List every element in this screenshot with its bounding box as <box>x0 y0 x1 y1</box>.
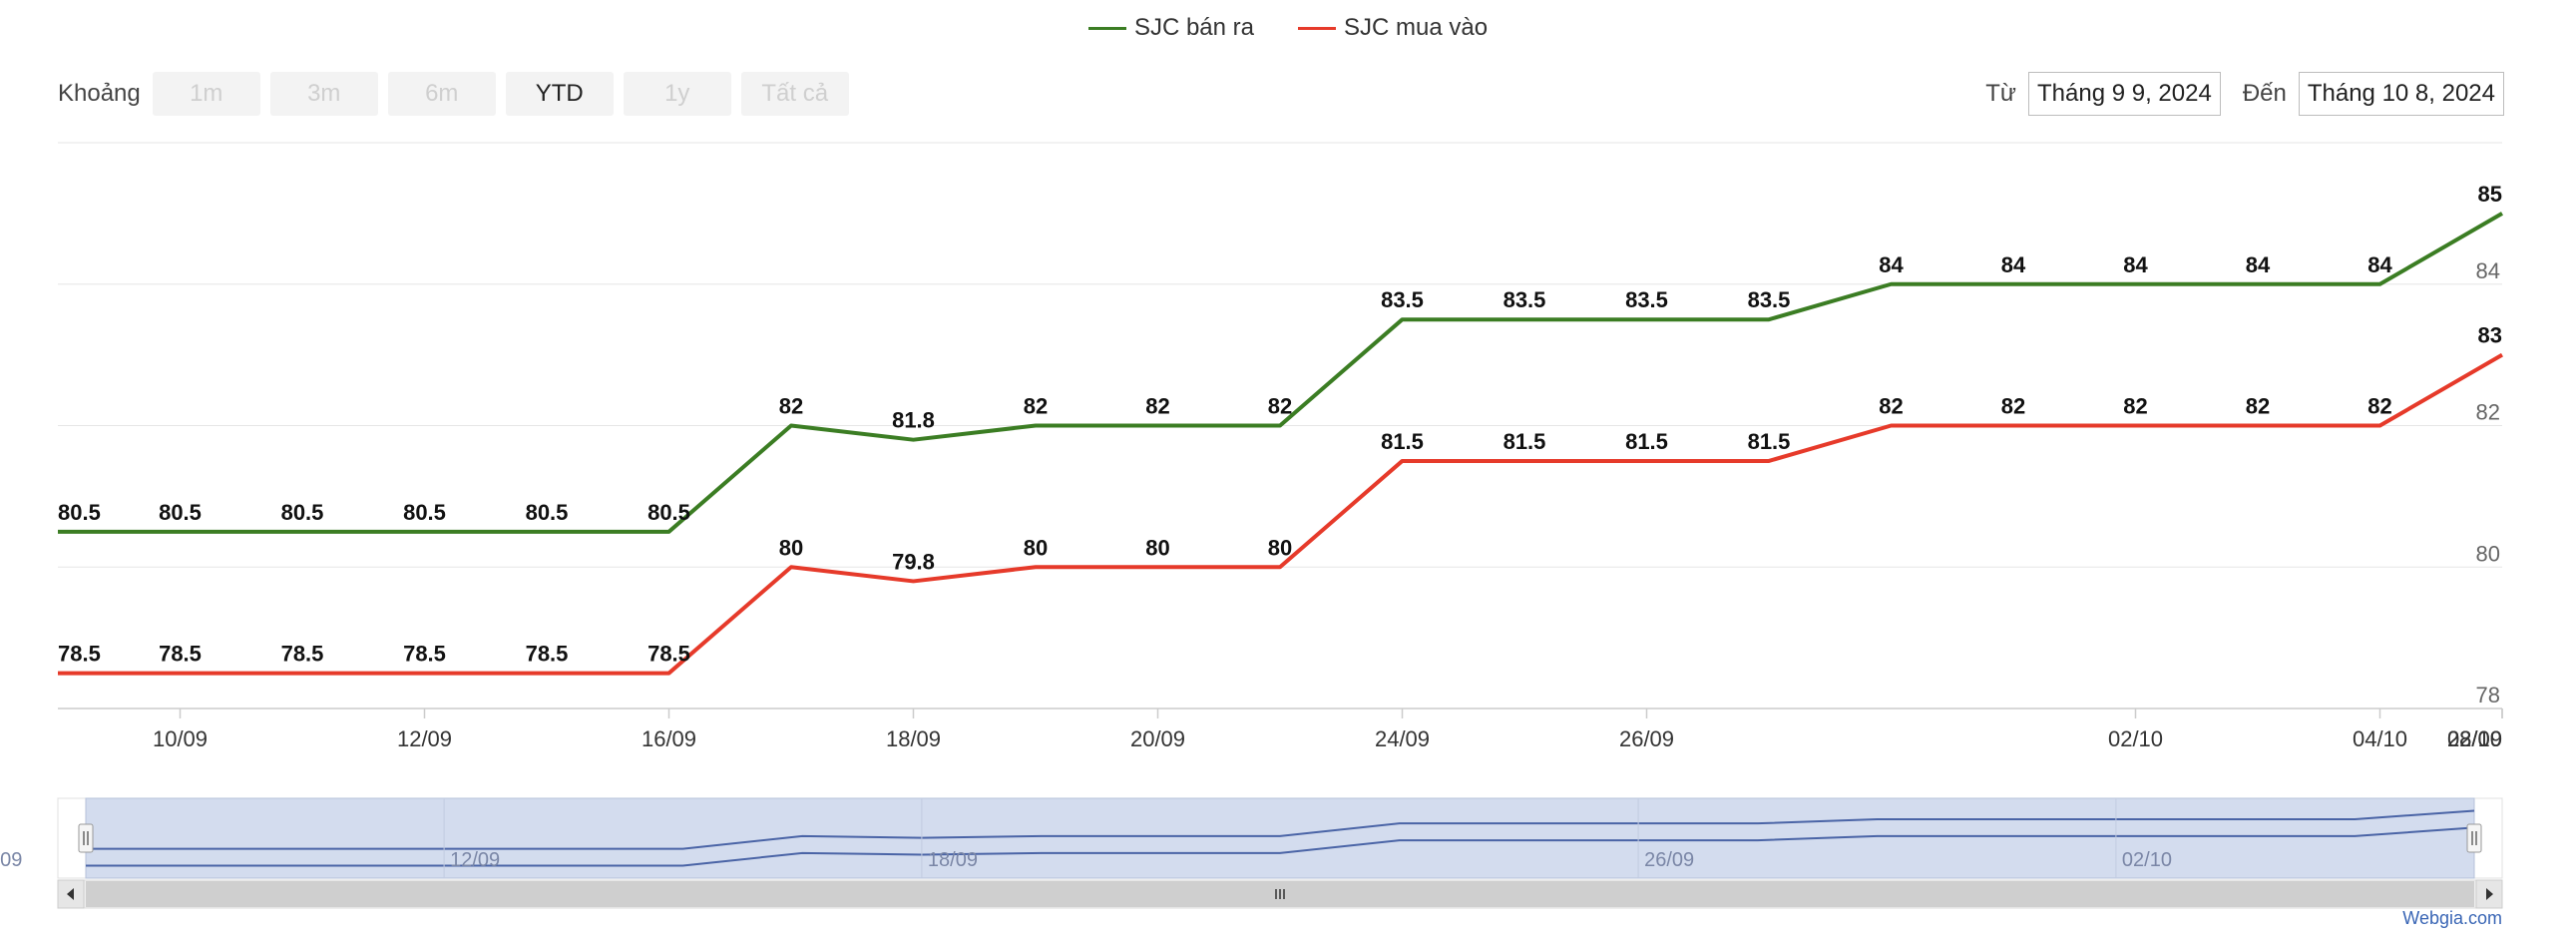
navigator-tick-label: 12/09 <box>450 849 500 871</box>
data-label: 81.8 <box>892 408 935 433</box>
x-tick-label: 04/10 <box>2353 726 2407 751</box>
y-tick-label: 84 <box>2476 258 2500 283</box>
y-tick-label: 82 <box>2476 400 2500 425</box>
data-label: 83 <box>2478 323 2502 348</box>
navigator-handle-left <box>78 823 94 853</box>
x-tick-label: 12/09 <box>397 726 452 751</box>
data-label: 80.5 <box>159 500 202 525</box>
legend-item-ban-ra[interactable]: SJC bán ra <box>1087 14 1254 42</box>
range-button-1m[interactable]: 1m <box>152 72 260 116</box>
data-label: 83.5 <box>1625 287 1668 312</box>
data-label: 80 <box>779 535 803 560</box>
data-label: 84 <box>1879 252 1904 277</box>
y-axis: 78 80 82 84 <box>2476 258 2500 708</box>
data-label: 81.5 <box>1748 429 1791 454</box>
range-button-6m[interactable]: 6m <box>387 72 496 116</box>
data-label: 80 <box>1024 535 1048 560</box>
data-label: 78.5 <box>403 642 446 667</box>
x-tick-label: 20/09 <box>1130 726 1185 751</box>
range-button-1y[interactable]: 1y <box>623 72 731 116</box>
x-tick-label: 28/09 <box>2447 726 2502 751</box>
data-label: 80.5 <box>647 500 690 525</box>
x-tick-label: 16/09 <box>642 726 696 751</box>
data-labels: 80.5 80.5 80.5 80.5 80.5 80.5 82 81.8 82 82 82 83.5… <box>58 182 2502 667</box>
date-from-input[interactable]: Tháng 9 9, 2024 <box>2028 72 2221 116</box>
data-label: 82 <box>1879 394 1903 419</box>
series-line-ban-ra <box>58 212 2504 534</box>
data-label: 82 <box>1268 394 1292 419</box>
data-label: 82 <box>1145 394 1169 419</box>
data-label: 80.5 <box>58 500 101 525</box>
data-label: 80.5 <box>526 500 569 525</box>
legend-swatch-mua-vao <box>1298 26 1336 30</box>
data-label: 82 <box>2246 394 2270 419</box>
range-button-all[interactable]: Tất cả <box>740 72 849 116</box>
navigator-line <box>86 826 2475 867</box>
data-label: 78.5 <box>647 642 690 667</box>
date-range: Từ Tháng 9 9, 2024 Đến Tháng 10 8, 2024 <box>1985 72 2504 116</box>
legend-item-mua-vao[interactable]: SJC mua vào <box>1298 14 1488 42</box>
navigator-tick-label: 22/09 <box>0 849 22 871</box>
x-tick-label: 22/09 <box>2447 726 2502 751</box>
data-label: 80 <box>1268 535 1292 560</box>
navigator-line <box>86 809 2475 850</box>
series-line-mua-vao <box>58 352 2504 676</box>
credit-link[interactable]: Webgia.com <box>2402 908 2502 928</box>
x-tick-label: 10/09 <box>153 726 208 751</box>
data-label: 80.5 <box>281 500 324 525</box>
date-to-label: Đến <box>2242 80 2287 107</box>
legend-label-ban-ra: SJC bán ra <box>1133 14 1254 41</box>
data-label: 78.5 <box>159 642 202 667</box>
data-label: 82 <box>2367 394 2391 419</box>
date-to-input[interactable]: Tháng 10 8, 2024 <box>2298 72 2504 116</box>
range-label: Khoảng <box>58 80 141 107</box>
x-axis: 10/09 12/09 16/09 18/09 20/09 22/09 24/09 26/09… <box>58 708 2503 751</box>
scrollbar-right-button <box>2475 879 2503 909</box>
data-label: 83.5 <box>1748 287 1791 312</box>
data-label: 78.5 <box>58 642 101 667</box>
legend-label-mua-vao: SJC mua vào <box>1344 14 1489 41</box>
data-label: 84 <box>2246 252 2271 277</box>
data-label: 82 <box>2001 394 2025 419</box>
chart-series <box>58 212 2504 676</box>
legend-swatch-ban-ra <box>1087 26 1126 30</box>
data-label: 85 <box>2478 182 2502 207</box>
range-button-ytd[interactable]: YTD <box>505 72 614 116</box>
data-label: 81.5 <box>1503 429 1546 454</box>
x-tick-label: 08/10 <box>2447 726 2502 751</box>
data-label: 80 <box>1145 535 1169 560</box>
y-tick-label: 78 <box>2476 683 2500 708</box>
data-label: 82 <box>779 394 803 419</box>
data-label: 83.5 <box>1503 287 1546 312</box>
data-label: 84 <box>2367 252 2392 277</box>
data-label: 81.5 <box>1381 429 1424 454</box>
scroll-right-icon <box>2486 888 2493 900</box>
y-tick-label: 80 <box>2476 541 2500 566</box>
data-label: 84 <box>2001 252 2026 277</box>
range-button-3m[interactable]: 3m <box>269 72 378 116</box>
x-tick-label: 24/09 <box>1375 726 1430 751</box>
data-label: 78.5 <box>281 642 324 667</box>
data-label: 78.5 <box>526 642 569 667</box>
data-label: 81.5 <box>1625 429 1668 454</box>
navigator-handle-right <box>2466 823 2482 853</box>
data-label: 83.5 <box>1381 287 1424 312</box>
chart-legend: SJC bán ra SJC mua vào <box>0 14 2576 42</box>
navigator-tick-label: 02/10 <box>2122 849 2172 871</box>
navigator-tick-label: 26/09 <box>1644 849 1694 871</box>
data-label: 79.8 <box>892 549 935 574</box>
data-label: 80.5 <box>403 500 446 525</box>
date-from-label: Từ <box>1985 80 2016 107</box>
navigator-tick-label: 18/09 <box>928 849 978 871</box>
x-tick-label: 26/09 <box>1619 726 1674 751</box>
range-selector: Khoảng 1m 3m 6m YTD 1y Tất cả <box>58 72 849 116</box>
x-tick-label: 18/09 <box>886 726 941 751</box>
navigator: 12/09 18/09 22/09 26/09 02/10 <box>0 797 2503 909</box>
data-label: 82 <box>2123 394 2147 419</box>
data-label: 84 <box>2123 252 2148 277</box>
data-label: 82 <box>1024 394 1048 419</box>
scroll-left-icon <box>67 888 74 900</box>
x-tick-label: 02/10 <box>2108 726 2163 751</box>
